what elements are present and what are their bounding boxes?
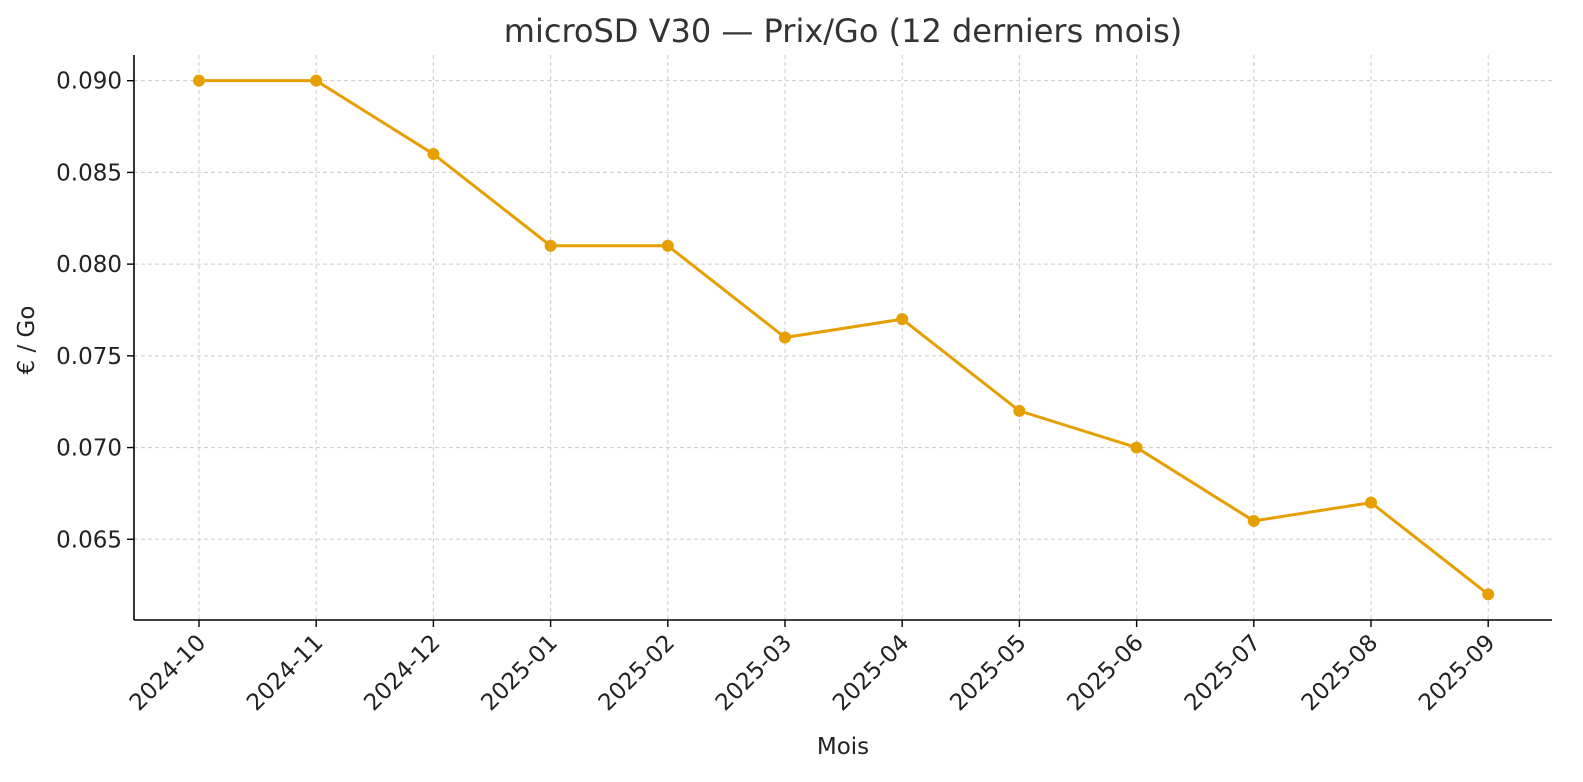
x-tick-label: 2025-02 [594, 630, 680, 716]
x-tick-label: 2025-01 [476, 630, 562, 716]
y-axis-label: € / Go [14, 306, 40, 375]
data-point [1247, 514, 1260, 527]
data-point [1013, 404, 1026, 417]
grid-lines [134, 55, 1552, 620]
axis-spines [133, 55, 1552, 621]
data-point [896, 313, 909, 326]
y-tick-label: 0.065 [56, 527, 122, 553]
data-point [310, 74, 323, 87]
y-tick-label: 0.075 [56, 344, 122, 370]
x-tick-label: 2025-03 [711, 630, 797, 716]
x-tick-label: 2025-05 [945, 630, 1031, 716]
data-point [544, 239, 557, 252]
x-tick-label: 2024-10 [125, 630, 211, 716]
y-tick-label: 0.070 [56, 436, 122, 462]
chart-title: microSD V30 — Prix/Go (12 derniers mois) [504, 12, 1182, 50]
y-tick-label: 0.085 [56, 160, 122, 186]
y-axis-ticks: 0.065 0.070 0.075 0.080 0.085 0.090 [56, 69, 134, 553]
x-tick-label: 2025-04 [828, 630, 914, 716]
y-tick-label: 0.080 [56, 252, 122, 278]
x-tick-label: 2024-12 [359, 630, 445, 716]
x-axis-ticks: 2024-10 2024-11 2024-12 2025-01 2025-02 2025-… [125, 620, 1500, 716]
data-series [193, 74, 1495, 601]
data-point [1365, 496, 1377, 509]
series-line [199, 79, 1490, 596]
data-point [427, 148, 440, 161]
data-point [661, 239, 674, 252]
x-tick-label: 2025-09 [1414, 630, 1500, 716]
data-point [193, 74, 205, 87]
data-point [1482, 588, 1495, 601]
data-point [1130, 441, 1143, 454]
x-axis-label: Mois [817, 734, 869, 760]
x-tick-label: 2025-08 [1297, 630, 1383, 716]
x-tick-label: 2025-06 [1062, 630, 1148, 716]
data-point [779, 331, 791, 344]
y-tick-label: 0.090 [56, 69, 122, 95]
x-tick-label: 2024-11 [242, 630, 328, 716]
x-tick-label: 2025-07 [1180, 630, 1266, 716]
